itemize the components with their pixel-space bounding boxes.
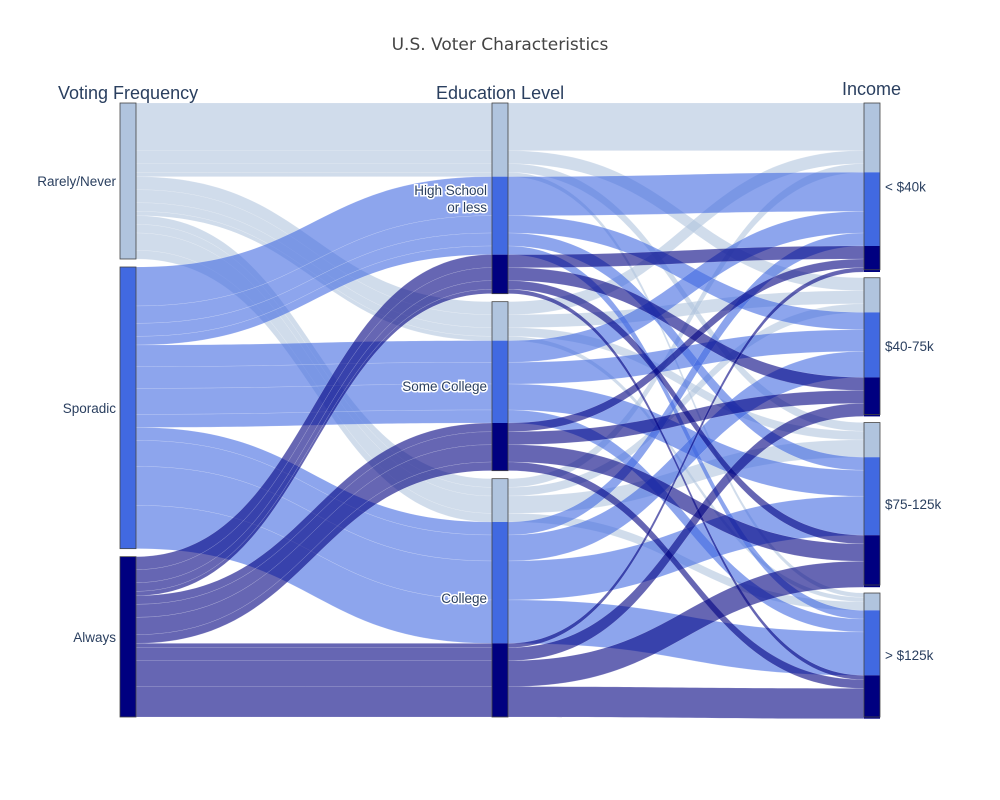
- node-segment-high-school-or-less-sporadic[interactable]: [492, 176, 508, 255]
- node-rarely-never[interactable]: [119, 102, 137, 260]
- node-segment-college-always[interactable]: [492, 643, 508, 717]
- node-sporadic[interactable]: [119, 266, 137, 550]
- dimension-titles: Voting Frequency Education Level Income: [58, 79, 901, 103]
- node-segment-40-75k-sporadic[interactable]: [864, 312, 880, 378]
- node-75-125k[interactable]: [863, 422, 881, 586]
- link-rarely-never-to-high-school-or-less-rarely-never[interactable]: [135, 163, 493, 173]
- node-label-college: College: [441, 591, 487, 606]
- node-segment-some-college-sporadic[interactable]: [492, 340, 508, 423]
- node-label-40-75k: $40-75k: [885, 339, 934, 354]
- node-segment-sporadic-sporadic[interactable]: [120, 267, 136, 549]
- link-rarely-never-to-high-school-or-less-rarely-never[interactable]: [135, 150, 493, 164]
- link-high-school-or-less-to-40k-rarely-never[interactable]: [507, 102, 865, 151]
- link-always-to-college-always[interactable]: [135, 647, 493, 661]
- node-segment-college-sporadic[interactable]: [492, 522, 508, 644]
- node-segment-always-always[interactable]: [120, 556, 136, 717]
- node-40k[interactable]: [863, 102, 881, 271]
- dimension-title-voting-frequency: Voting Frequency: [58, 83, 198, 103]
- dimension-title-income: Income: [842, 79, 901, 99]
- node-segment-some-college-always[interactable]: [492, 423, 508, 471]
- node-label-high-school-or-less-line-2: or less: [447, 200, 487, 215]
- node-label-rarely-never: Rarely/Never: [37, 174, 116, 189]
- node-40-75k[interactable]: [863, 277, 881, 415]
- node-segment-40k-rarely-never[interactable]: [864, 103, 880, 173]
- node-segment-125k-always[interactable]: [864, 675, 880, 719]
- node-segment-75-125k-always[interactable]: [864, 535, 880, 588]
- node-label-high-school-or-less-line-1: High School: [414, 183, 487, 198]
- node-label-some-college: Some College: [402, 379, 487, 394]
- node-segment-40k-sporadic[interactable]: [864, 172, 880, 246]
- node-segment-some-college-rarely-never[interactable]: [492, 301, 508, 341]
- node-125k[interactable]: [863, 592, 881, 718]
- node-always[interactable]: [119, 556, 137, 718]
- node-segment-125k-sporadic[interactable]: [864, 610, 880, 676]
- node-segment-high-school-or-less-rarely-never[interactable]: [492, 103, 508, 177]
- node-segment-40-75k-rarely-never[interactable]: [864, 277, 880, 313]
- sankey-links: [135, 102, 865, 719]
- link-always-to-college-always[interactable]: [135, 643, 493, 648]
- link-high-school-or-less-to-40k-sporadic[interactable]: [507, 172, 865, 216]
- node-some-college[interactable]: [491, 301, 509, 472]
- node-segment-125k-rarely-never[interactable]: [864, 593, 880, 611]
- node-label-always: Always: [73, 630, 116, 645]
- node-segment-40k-always[interactable]: [864, 246, 880, 272]
- chart-title: U.S. Voter Characteristics: [392, 35, 609, 55]
- link-rarely-never-to-high-school-or-less-rarely-never[interactable]: [135, 102, 493, 151]
- link-rarely-never-to-high-school-or-less-rarely-never[interactable]: [135, 172, 493, 177]
- link-always-to-college-always[interactable]: [135, 660, 493, 687]
- node-label-sporadic: Sporadic: [63, 401, 117, 416]
- node-segment-75-125k-rarely-never[interactable]: [864, 422, 880, 458]
- node-segment-75-125k-sporadic[interactable]: [864, 457, 880, 536]
- sankey-nodes: [119, 102, 881, 719]
- node-label-40k: < $40k: [885, 179, 926, 194]
- node-label-125k: > $125k: [885, 648, 934, 663]
- link-always-to-college-always[interactable]: [135, 686, 493, 718]
- sankey-labels: Rarely/Never Sporadic Always High School or …: [37, 174, 941, 663]
- node-segment-high-school-or-less-always[interactable]: [492, 254, 508, 294]
- node-high-school-or-less[interactable]: [491, 102, 509, 295]
- dimension-title-education-level: Education Level: [436, 83, 564, 103]
- node-segment-rarely-never-rarely-never[interactable]: [120, 103, 136, 259]
- node-segment-40-75k-always[interactable]: [864, 377, 880, 417]
- node-label-75-125k: $75-125k: [885, 497, 942, 512]
- node-college[interactable]: [491, 478, 509, 718]
- link-college-to-125k-always[interactable]: [507, 686, 865, 719]
- node-segment-college-rarely-never[interactable]: [492, 478, 508, 522]
- link-college-to-40-75k-always[interactable]: [507, 403, 865, 661]
